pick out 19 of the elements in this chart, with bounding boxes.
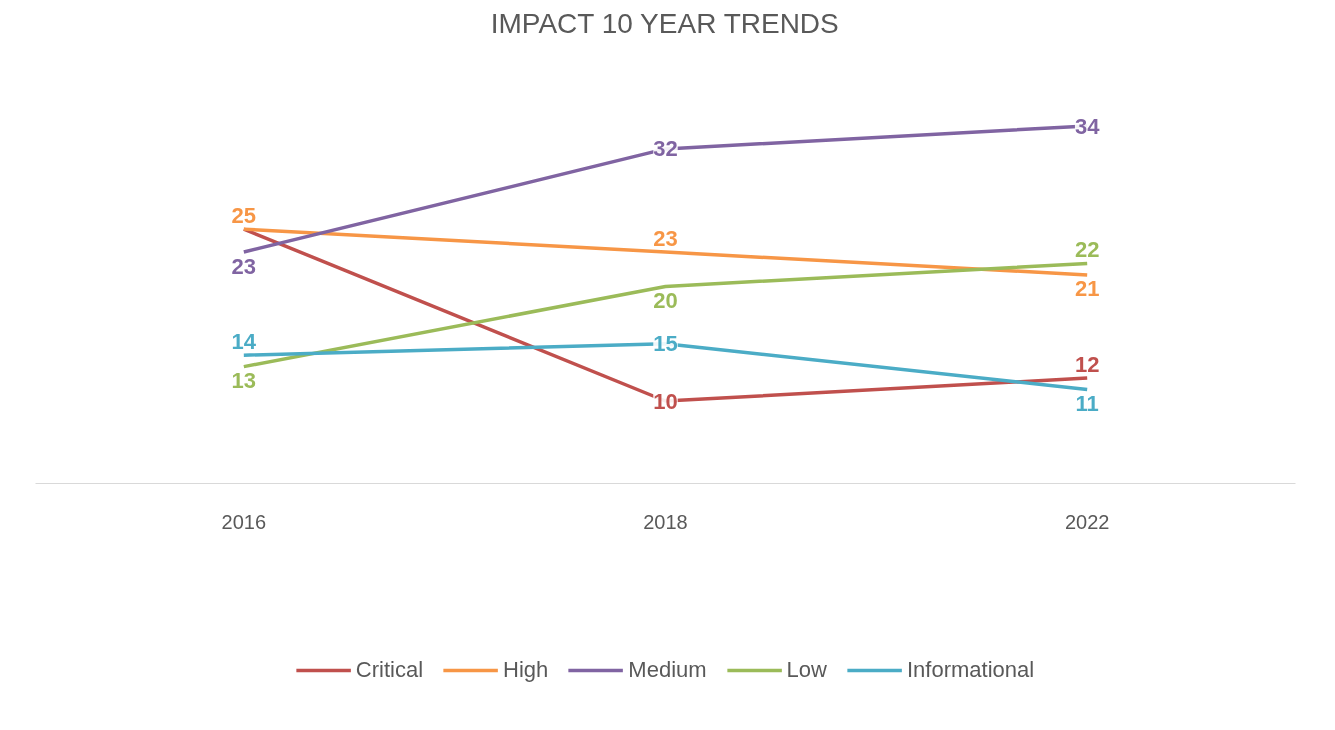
data-label: 14 xyxy=(231,328,257,354)
x-tick-label: 2016 xyxy=(221,510,267,533)
data-label: 23 xyxy=(653,225,678,251)
chart-title: IMPACT 10 YEAR TRENDS xyxy=(490,7,839,39)
x-tick-label: 2022 xyxy=(1064,510,1110,533)
legend-label: High xyxy=(503,657,549,683)
x-tick-label: 2018 xyxy=(643,510,688,533)
legend-label: Critical xyxy=(355,657,424,683)
legend-label: Informational xyxy=(906,657,1035,683)
data-label: 21 xyxy=(1074,276,1100,302)
data-label: 23 xyxy=(231,253,257,279)
data-label: 25 xyxy=(231,202,257,228)
legend-label: Low xyxy=(786,657,827,683)
data-label: 13 xyxy=(231,368,257,394)
data-label: 22 xyxy=(1074,237,1100,262)
data-label: 12 xyxy=(1074,351,1100,377)
data-label: 11 xyxy=(1075,391,1099,417)
legend-label: Medium xyxy=(628,657,707,683)
data-label: 20 xyxy=(653,287,678,313)
